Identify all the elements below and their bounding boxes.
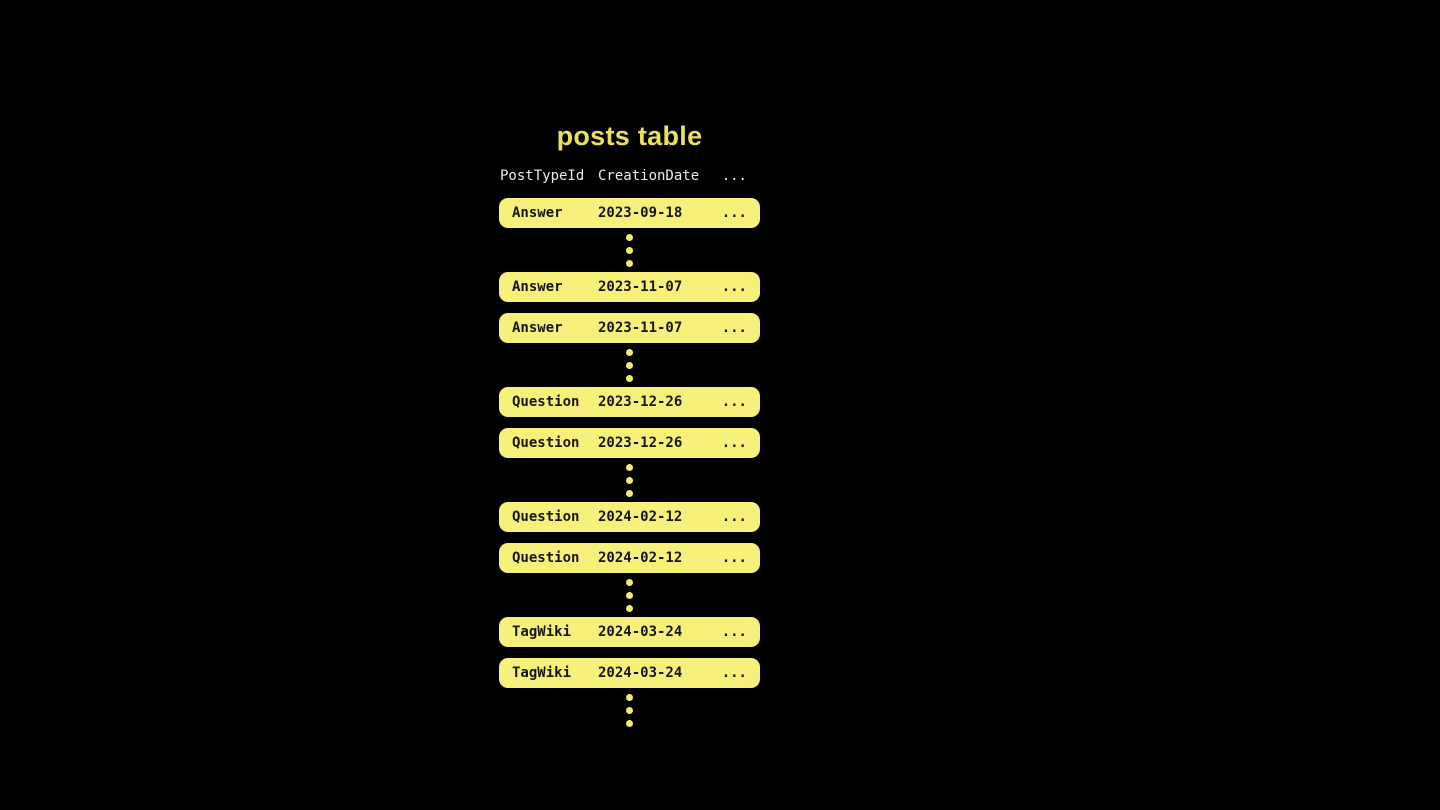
dot bbox=[626, 706, 633, 714]
ellipsis-dots bbox=[499, 573, 760, 617]
dot bbox=[626, 719, 633, 727]
table-row: Question 2023-12-26 ... bbox=[499, 428, 760, 458]
dot bbox=[626, 246, 633, 254]
table-row: Question 2024-02-12 ... bbox=[499, 502, 760, 532]
rows-stack: Answer 2023-09-18 ... Answer 2023-11-07 … bbox=[499, 198, 760, 732]
dot bbox=[626, 374, 633, 382]
row-posttype: Question bbox=[512, 435, 580, 451]
row-ellipsis: ... bbox=[721, 665, 747, 681]
row-ellipsis: ... bbox=[721, 550, 747, 566]
row-posttype: TagWiki bbox=[512, 624, 572, 640]
dot bbox=[626, 604, 633, 612]
row-posttype: Question bbox=[512, 509, 580, 525]
table-row: Question 2023-12-26 ... bbox=[499, 387, 760, 417]
table-row: TagWiki 2024-03-24 ... bbox=[499, 658, 760, 688]
header-ellipsis: ... bbox=[721, 168, 747, 184]
row-ellipsis: ... bbox=[721, 279, 747, 295]
row-date: 2023-11-07 bbox=[598, 279, 683, 295]
dot bbox=[626, 578, 633, 586]
row-ellipsis: ... bbox=[721, 394, 747, 410]
row-date: 2023-09-18 bbox=[598, 205, 683, 221]
dot bbox=[626, 489, 633, 497]
ellipsis-dots bbox=[499, 458, 760, 502]
row-posttype: Answer bbox=[512, 279, 563, 295]
row-posttype: Answer bbox=[512, 320, 563, 336]
dot bbox=[626, 476, 633, 484]
ellipsis-dots bbox=[499, 688, 760, 732]
table-row: Answer 2023-09-18 ... bbox=[499, 198, 760, 228]
row-posttype: Question bbox=[512, 550, 580, 566]
row-date: 2024-03-24 bbox=[598, 624, 683, 640]
diagram-title: posts table bbox=[556, 121, 703, 151]
row-date: 2024-02-12 bbox=[598, 509, 683, 525]
dot bbox=[626, 233, 633, 241]
row-ellipsis: ... bbox=[721, 320, 747, 336]
table-row: Question 2024-02-12 ... bbox=[499, 543, 760, 573]
dot bbox=[626, 259, 633, 267]
table-row: Answer 2023-11-07 ... bbox=[499, 313, 760, 343]
row-posttype: Question bbox=[512, 394, 580, 410]
dot bbox=[626, 463, 633, 471]
dot bbox=[626, 348, 633, 356]
dot bbox=[626, 693, 633, 701]
header-creationdate: CreationDate bbox=[598, 168, 700, 184]
dot bbox=[626, 361, 633, 369]
table-row: TagWiki 2024-03-24 ... bbox=[499, 617, 760, 647]
header-posttypeid: PostTypeId bbox=[500, 168, 585, 184]
ellipsis-dots bbox=[499, 228, 760, 272]
posts-table-diagram: posts table PostTypeId CreationDate ... … bbox=[499, 120, 760, 732]
dot bbox=[626, 591, 633, 599]
table-row: Answer 2023-11-07 ... bbox=[499, 272, 760, 302]
row-date: 2024-02-12 bbox=[598, 550, 683, 566]
row-date: 2023-12-26 bbox=[598, 394, 683, 410]
row-posttype: TagWiki bbox=[512, 665, 572, 681]
ellipsis-dots bbox=[499, 343, 760, 387]
row-date: 2023-11-07 bbox=[598, 320, 683, 336]
row-ellipsis: ... bbox=[721, 435, 747, 451]
row-date: 2023-12-26 bbox=[598, 435, 683, 451]
row-ellipsis: ... bbox=[721, 624, 747, 640]
row-date: 2024-03-24 bbox=[598, 665, 683, 681]
row-ellipsis: ... bbox=[721, 205, 747, 221]
row-posttype: Answer bbox=[512, 205, 563, 221]
row-ellipsis: ... bbox=[721, 509, 747, 525]
column-headers: PostTypeId CreationDate ... bbox=[499, 169, 760, 183]
